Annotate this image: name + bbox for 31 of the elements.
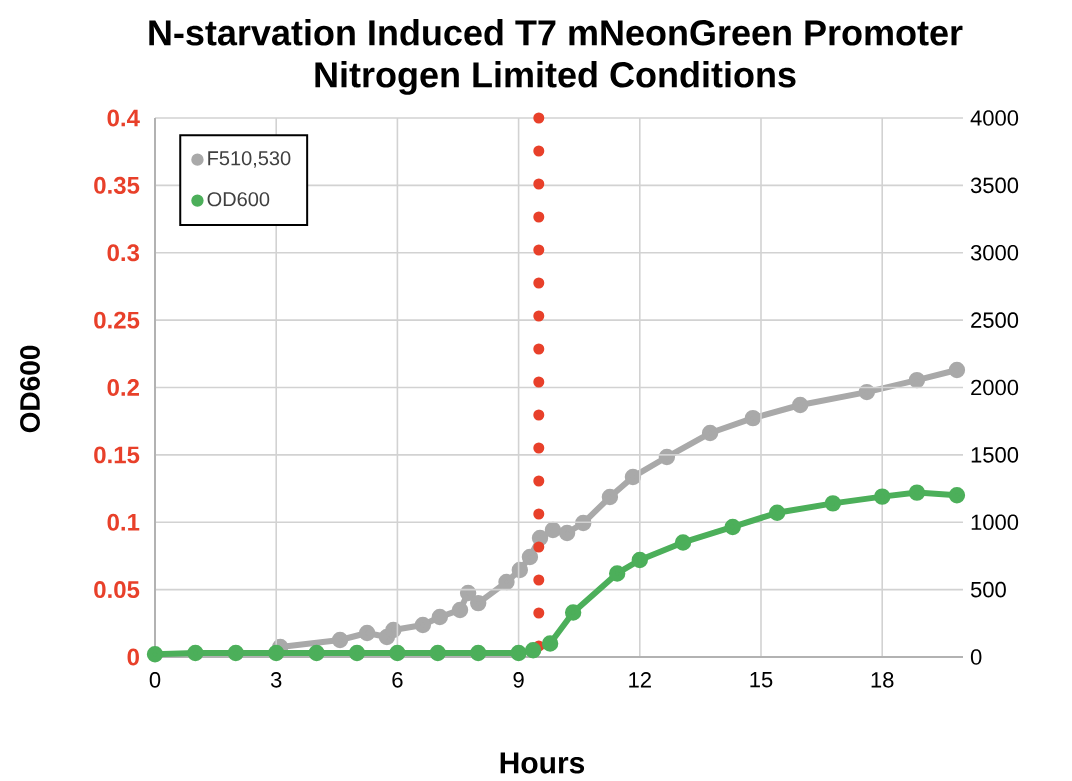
y2-tick-label: 1500 (971, 447, 1019, 463)
x-tick-label: 18 (871, 672, 894, 688)
y2-tick-label: 3000 (970, 244, 1019, 261)
x-tick-label: 0 (149, 672, 161, 688)
chart-title: N-starvation Induced T7 mNeonGreen Promoter (149, 19, 963, 46)
legend-label: F510,530 (208, 151, 291, 168)
chart-subtitle: Nitrogen Limited Conditions (315, 61, 796, 95)
x-tick-label: 3 (270, 672, 282, 688)
y-tick-label: 0.2 (107, 379, 139, 396)
y-tick-label: 0.25 (94, 311, 140, 329)
legend-label: OD600 (207, 192, 270, 207)
y2-tick-label: 0 (970, 649, 982, 665)
y-tick-label: 0.35 (94, 176, 140, 194)
y2-tick-label: 4000 (970, 110, 1019, 126)
y2-tick-label: 2000 (971, 379, 1019, 396)
y2-tick-label: 1000 (971, 514, 1019, 531)
y2-tick-label: 3500 (970, 177, 1019, 194)
x-tick-label: 15 (750, 672, 773, 688)
x-axis-title: Hours (500, 752, 585, 774)
x-tick-label: 6 (392, 672, 403, 688)
y-tick-label: 0.1 (107, 513, 140, 531)
y-tick-label: 0.3 (107, 244, 140, 262)
x-tick-label: 9 (513, 672, 524, 688)
y-axis-title: OD600 (20, 345, 40, 433)
y-tick-label: 0.4 (107, 109, 140, 127)
y-tick-label: 0.05 (94, 581, 140, 599)
y2-tick-label: 2500 (971, 312, 1019, 328)
y-tick-label: 0 (127, 648, 139, 666)
y-tick-label: 0.15 (94, 446, 140, 464)
x-tick-label: 12 (629, 672, 651, 688)
y2-tick-label: 500 (970, 581, 1006, 598)
